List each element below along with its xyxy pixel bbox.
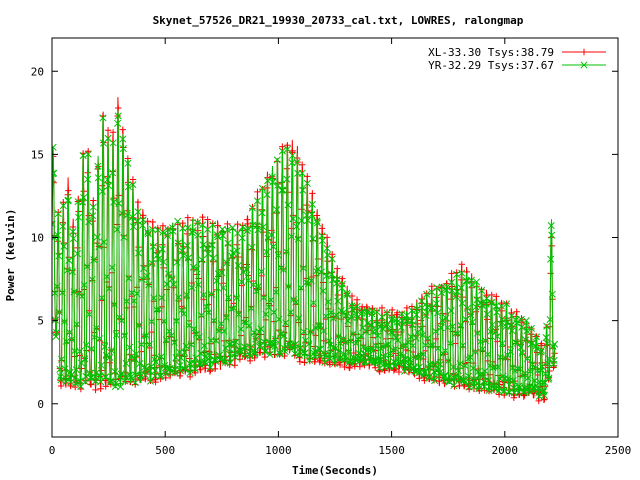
x-tick-label-4: 2000 (492, 444, 519, 457)
x-tick-label-2: 1000 (265, 444, 292, 457)
y-tick-label-3: 15 (31, 148, 44, 161)
x-tick-label-1: 500 (155, 444, 175, 457)
legend-label-0: XL-33.30 Tsys:38.79 (428, 46, 554, 59)
y-axis-label: Power (kelvin) (4, 209, 17, 302)
series-1-markers (52, 112, 559, 400)
chart-title: Skynet_57526_DR21_19930_20733_cal.txt, L… (153, 14, 524, 27)
x-tick-label-3: 1500 (378, 444, 405, 457)
y-tick-label-4: 20 (31, 65, 44, 78)
x-axis-label: Time(Seconds) (292, 464, 378, 477)
x-tick-label-5: 2500 (605, 444, 632, 457)
x-tick-label-0: 0 (49, 444, 56, 457)
y-tick-label-2: 10 (31, 232, 44, 245)
y-tick-label-1: 5 (37, 315, 44, 328)
legend-label-1: YR-32.29 Tsys:37.67 (428, 59, 554, 72)
y-tick-label-0: 0 (37, 398, 44, 411)
